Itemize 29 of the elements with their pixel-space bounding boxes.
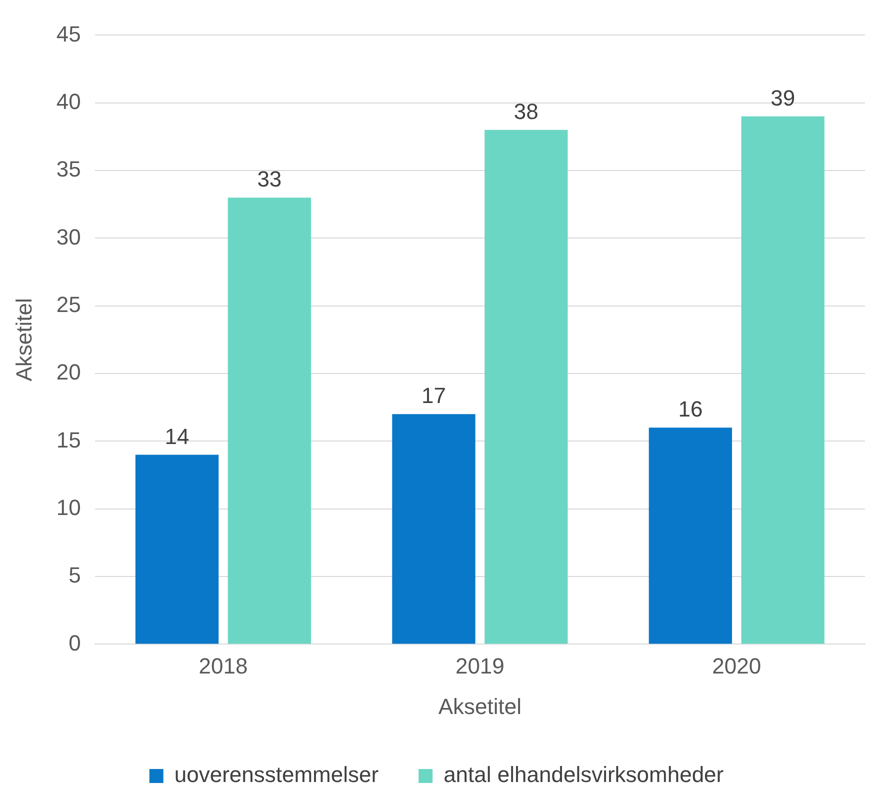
y-tick-label: 15 [56,427,81,452]
legend-label: antal elhandelsvirksomheder [444,762,724,788]
data-label: 14 [164,424,190,449]
data-label: 17 [421,383,446,408]
bar [484,130,568,644]
x-tick-label: 2018 [198,653,248,678]
y-tick-label: 35 [56,156,81,182]
bar [648,428,732,644]
x-tick-label: 2019 [455,653,504,678]
data-label: 33 [257,166,282,192]
y-axis-title: Aksetitel [11,298,36,382]
data-label: 39 [770,85,796,110]
y-tick-label: 45 [56,21,81,46]
y-tick-label: 5 [68,562,81,588]
data-label: 16 [678,396,703,422]
data-label: 38 [514,98,538,124]
y-tick-label: 25 [56,292,81,317]
bar [741,116,824,644]
x-axis-title: Aksetitel [438,694,522,719]
bar [228,198,312,644]
bar [392,414,476,644]
y-tick-label: 40 [56,88,81,114]
y-tick-label: 30 [56,224,81,250]
x-tick-label: 2020 [712,653,762,678]
y-tick-label: 10 [56,494,81,520]
y-tick-label: 0 [68,630,81,656]
bar [135,454,219,644]
y-tick-label: 20 [56,360,81,385]
legend-label: uoverensstemmelser [174,762,379,788]
